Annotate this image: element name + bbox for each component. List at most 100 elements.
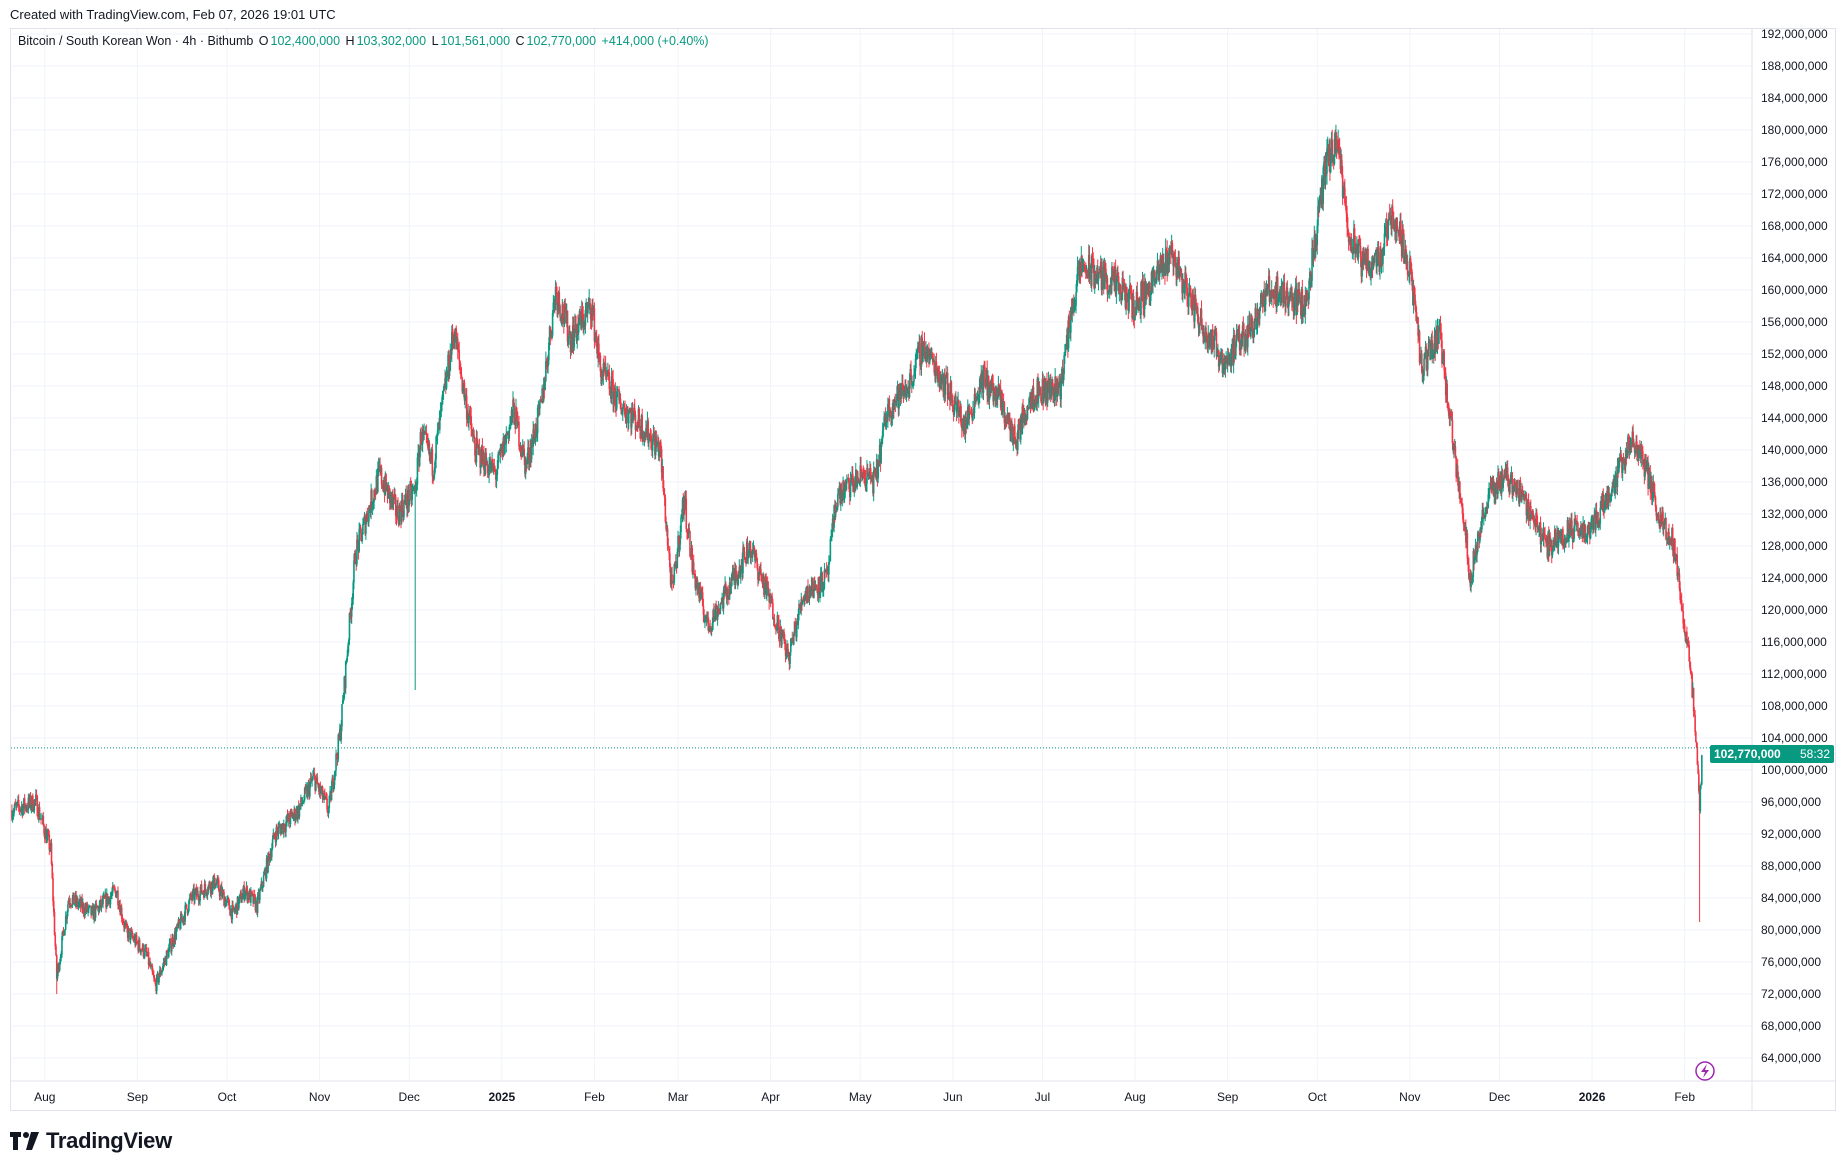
candle-body [651,439,654,451]
candle-body [556,292,558,311]
candle-body [112,885,115,888]
candle-body [1555,542,1558,546]
candle-body [1645,454,1647,469]
candle-body [739,568,742,578]
lightning-icon[interactable] [1695,1061,1715,1081]
candle-body [1417,317,1419,336]
candle-body [96,905,98,908]
candle-body [362,523,364,535]
candle-body [609,389,611,392]
candle-body [923,341,926,358]
candle-body [232,904,234,907]
candle-body [1655,506,1658,516]
candle-body [1076,280,1078,293]
candle-body [1470,576,1472,588]
candle-body [70,904,72,906]
candle-body [1607,493,1610,503]
candle-body [173,943,175,946]
candle-body [1382,255,1384,264]
candle-body [1128,290,1130,311]
candle-body [515,407,517,429]
chart-frame[interactable] [10,28,1836,1111]
candle-body [1621,457,1624,473]
candle-body [539,400,542,402]
candle-body [509,417,512,425]
candle-body [775,626,777,630]
low-value: 101,561,000 [440,34,511,48]
candle-body [865,483,868,488]
candle-body [460,374,463,378]
candle-body [587,304,590,307]
candle-body [306,786,309,798]
candle-body [1358,239,1360,243]
candle-body [815,586,817,589]
candle-body [167,948,170,958]
candle-body [445,373,448,389]
candle-body [937,369,940,375]
candle-body [232,906,235,911]
candle-body [700,590,702,599]
candle-body [1450,413,1452,416]
candle-body [1680,600,1683,611]
candle-body [968,409,971,420]
candle-body [660,442,662,450]
candle-body [750,552,753,557]
x-tick-label: 2025 [488,1090,515,1104]
candle-body [73,892,75,905]
candle-body [397,505,399,521]
candle-body [1075,292,1077,306]
candle-body [816,588,818,591]
candle-body [1602,493,1605,509]
candle-body [928,348,930,364]
candle-body [244,890,247,895]
candle-body [443,383,446,391]
candle-body [987,376,990,401]
candle-body [803,597,806,602]
candle-body [61,930,64,937]
candle-body [757,572,760,580]
candle-body [388,485,390,489]
candle-body [1011,427,1014,443]
candle-body [1392,211,1395,229]
candle-body [789,652,791,664]
candle-body [616,389,619,392]
candle-body [719,602,722,610]
candle-body [1431,340,1434,358]
candle-body [1411,271,1413,286]
candle-body [244,894,246,900]
candle-body [813,581,815,598]
candle-body [1071,305,1074,315]
candle-body [1367,248,1369,272]
candle-body [1108,291,1110,293]
candle-body [1480,522,1483,533]
candle-body [433,467,436,475]
candle-body [238,894,241,900]
candle-body [1674,539,1676,562]
candle-body [952,400,954,412]
candle-body [324,792,326,797]
candle-body [1494,485,1497,500]
x-tick-label: Nov [309,1090,330,1104]
candle-body [294,817,297,821]
candle-body [1413,286,1416,295]
candle-body [1121,277,1124,301]
candle-body [61,936,63,955]
candle-body [1060,378,1062,400]
tradingview-logo[interactable]: TradingView [10,1128,172,1154]
candle-body [327,808,330,813]
candle-body [1293,310,1295,312]
candle-body [259,887,262,891]
candle-body [1008,413,1011,424]
candle-body [1278,297,1280,299]
candle-body [1372,265,1375,270]
candle-body [1195,302,1198,309]
candle-body [711,623,714,629]
candle-body [1119,283,1121,292]
candle-body [584,310,587,326]
candle-body [830,536,832,539]
candle-body [279,825,281,829]
tradingview-logo-icon [10,1132,39,1150]
candle-body [1322,167,1325,204]
candle-body [1401,229,1404,257]
